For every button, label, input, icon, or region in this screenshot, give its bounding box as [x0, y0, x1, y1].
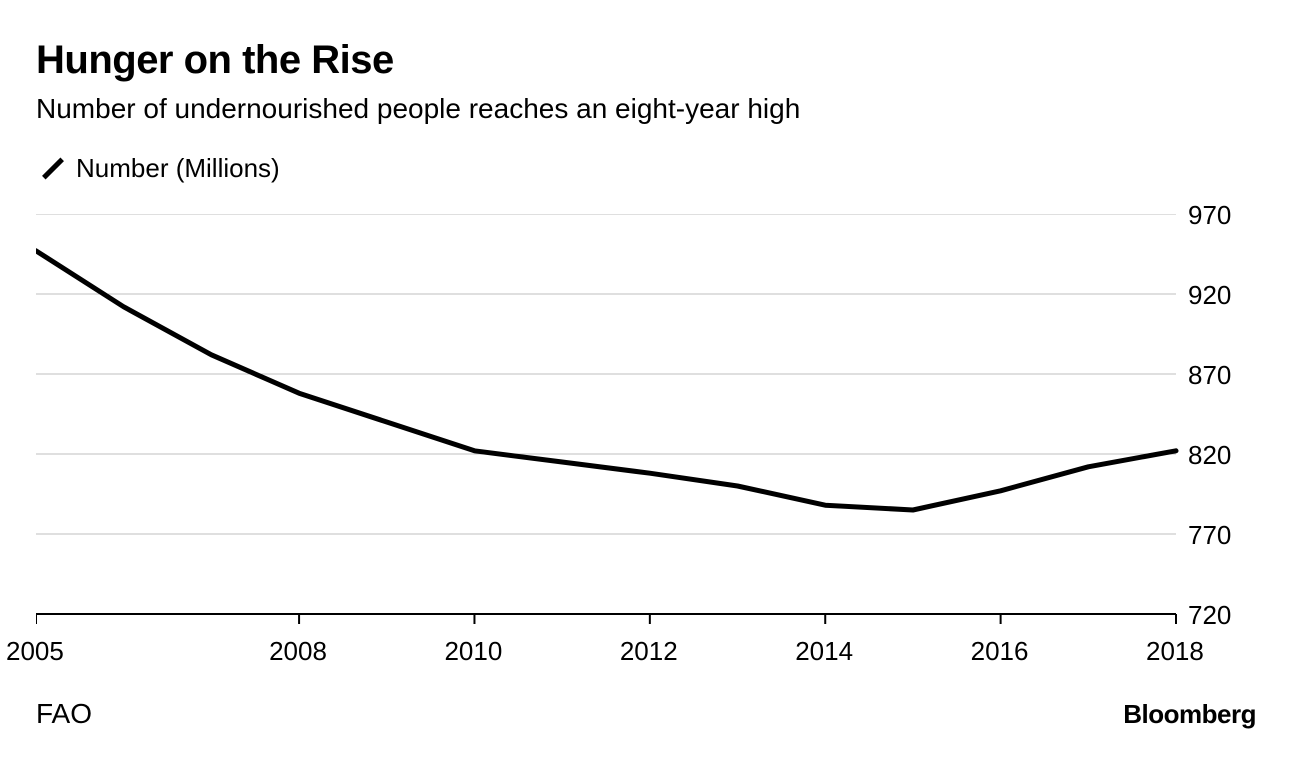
chart-title: Hunger on the Rise — [36, 38, 1266, 83]
x-axis-labels: 2005200820102012201420162018 — [36, 628, 1246, 668]
x-tick-label: 2008 — [269, 636, 327, 667]
y-tick-label: 820 — [1188, 440, 1231, 471]
chart-footer: FAO Bloomberg — [36, 698, 1266, 730]
x-tick-label: 2018 — [1146, 636, 1204, 667]
x-tick-label: 2010 — [444, 636, 502, 667]
legend-line-icon — [42, 158, 64, 180]
x-tick-label: 2012 — [620, 636, 678, 667]
x-tick-label: 2005 — [6, 636, 64, 667]
legend-label: Number (Millions) — [76, 153, 280, 184]
y-tick-label: 920 — [1188, 280, 1231, 311]
y-tick-label: 770 — [1188, 520, 1231, 551]
chart-area: 720770820870920970 — [36, 214, 1246, 628]
chart-container: Hunger on the Rise Number of undernouris… — [0, 0, 1296, 768]
source-label: FAO — [36, 698, 92, 730]
y-axis-labels: 720770820870920970 — [1188, 214, 1258, 614]
chart-subtitle: Number of undernourished people reaches … — [36, 93, 1266, 125]
legend: Number (Millions) — [36, 153, 1266, 184]
y-tick-label: 720 — [1188, 600, 1231, 631]
data-line — [36, 251, 1176, 510]
x-tick-label: 2016 — [971, 636, 1029, 667]
x-tick-label: 2014 — [795, 636, 853, 667]
y-tick-label: 970 — [1188, 200, 1231, 231]
line-chart-svg — [36, 214, 1246, 628]
brand-label: Bloomberg — [1123, 699, 1256, 730]
y-tick-label: 870 — [1188, 360, 1231, 391]
